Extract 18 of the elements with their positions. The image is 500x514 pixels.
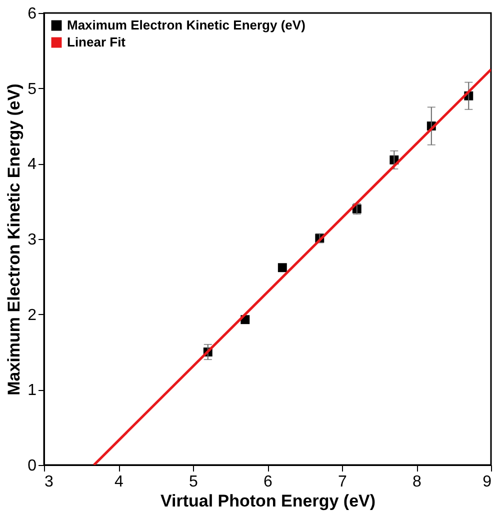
y-tick-label: 5: [28, 80, 37, 98]
legend-label: Maximum Electron Kinetic Energy (eV): [67, 18, 306, 32]
x-tick-label: 5: [189, 474, 198, 490]
x-tick-label: 3: [44, 474, 54, 490]
legend-label: Linear Fit: [67, 34, 126, 50]
y-tick-label: 3: [28, 232, 37, 248]
y-tick-label: 6: [28, 6, 37, 22]
x-tick-label: 4: [114, 474, 124, 490]
x-tick-label: 7: [338, 474, 348, 490]
x-tick-label: 9: [482, 474, 492, 490]
y-axis-title: Maximum Electron Kinetic Energy (eV): [4, 84, 24, 396]
x-tick-label: 6: [264, 474, 273, 490]
x-axis-title: Virtual Photon Energy (eV): [160, 492, 376, 510]
y-tick-label: 0: [28, 458, 37, 474]
x-tick-label: 8: [412, 474, 422, 490]
y-tick-label: 2: [28, 306, 37, 324]
y-tick-label: 1: [28, 382, 37, 400]
y-tick-label: 4: [28, 156, 37, 174]
